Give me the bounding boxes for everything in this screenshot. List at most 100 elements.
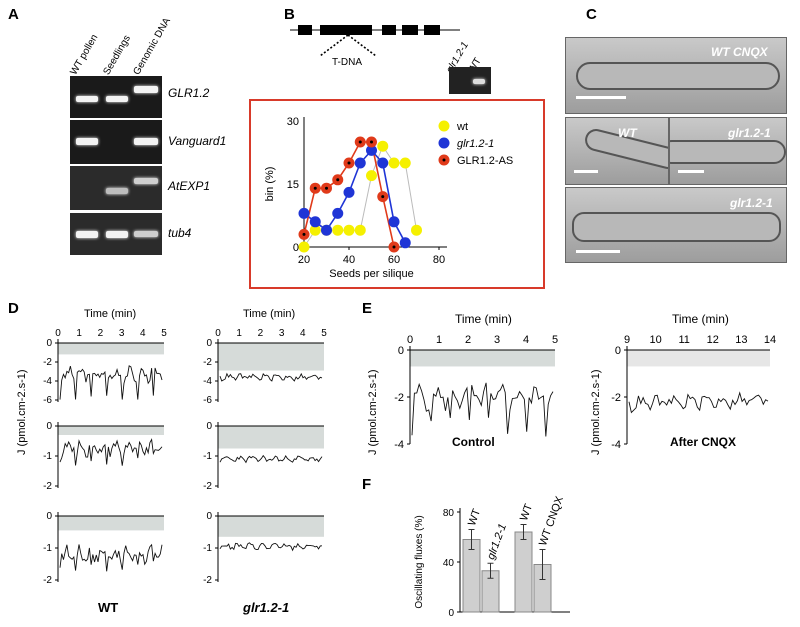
panel-b-letter: B [284, 6, 295, 23]
flux-trace [219, 542, 323, 552]
seeds-per-silique-chart: 20 40 60 80 0 15 30 Seeds per silique bin (%) wt g… [264, 116, 513, 280]
scale-bar [576, 96, 626, 99]
baseline-band [58, 516, 164, 531]
micrograph-wt-cnqx: WT CNQX [565, 37, 787, 114]
panel-d-time-label-wt: Time (min) [84, 308, 137, 320]
y-tick-label: 0 [293, 242, 299, 254]
x-tick-label: 1 [76, 328, 82, 339]
gel-vanguard1 [70, 120, 162, 164]
x-tick-label: 0 [55, 328, 61, 339]
micrograph-label-glr12-1-bottom: glr1.2-1 [730, 196, 773, 210]
exon-5 [424, 25, 440, 35]
x-tick-label: 10 [649, 334, 661, 346]
data-point-center [336, 178, 340, 182]
exon-1 [298, 25, 312, 35]
scale-bar [576, 250, 620, 253]
baseline-band [627, 350, 770, 367]
panel-d-letter: D [8, 300, 19, 317]
gene-label-glr12: GLR1.2 [168, 86, 210, 100]
flux-trace [219, 454, 323, 464]
gel-genotyping [449, 67, 491, 94]
bar-category-label: WT [518, 502, 535, 522]
data-point-wt [309, 224, 321, 236]
micrograph-glr12-1-bottom: glr1.2-1 [565, 187, 787, 263]
x-tick-label: 80 [433, 254, 445, 266]
x-tick-label: 14 [764, 334, 776, 346]
data-point-wt [298, 241, 310, 253]
lane-label-seedlings: Seedlings [101, 33, 133, 77]
y-tick-label: 0 [46, 338, 52, 349]
x-axis-label: Seeds per silique [329, 268, 413, 280]
y-tick-label: -6 [43, 395, 52, 406]
gel-atexp1 [70, 166, 162, 210]
y-tick-label: 80 [443, 508, 455, 519]
flux-trace [59, 543, 163, 572]
gene-structure-diagram [290, 25, 460, 57]
baseline-band [58, 343, 164, 355]
bar-WT [462, 539, 481, 613]
data-point-glr1.2-1 [366, 144, 377, 156]
flux-trace [628, 391, 769, 414]
data-point-wt [343, 224, 355, 236]
legend-marker-center [442, 158, 446, 162]
data-point-center [381, 195, 385, 199]
baseline-band [218, 426, 324, 449]
panel-e-time-label-control: Time (min) [455, 312, 512, 326]
x-tick-label: 3 [279, 328, 285, 339]
tdna-insertion-marker [319, 34, 377, 57]
exon-4 [402, 25, 418, 35]
y-tick-label: -2 [203, 575, 212, 586]
micrograph-label-wt-cnqx: WT CNQX [711, 45, 768, 59]
y-tick-label: 0 [448, 608, 454, 619]
y-tick-label: 30 [287, 116, 299, 128]
y-tick-label: -4 [394, 439, 404, 451]
data-point-glr1.2-1 [298, 207, 310, 219]
baseline-band [218, 516, 324, 537]
x-tick-label: 4 [523, 334, 529, 346]
micrograph-glr12-1-top: glr1.2-1 [669, 117, 787, 185]
y-tick-label: -1 [203, 451, 212, 462]
micrograph-label-glr12-1-top: glr1.2-1 [728, 126, 771, 140]
x-tick-label: 5 [321, 328, 327, 339]
y-tick-label: 0 [46, 511, 52, 522]
legend-label-GLR1.2-AS: GLR1.2-AS [457, 155, 513, 167]
bar-category-label: WT [466, 507, 483, 527]
y-tick-label: 0 [206, 421, 212, 432]
x-tick-label: 5 [552, 334, 558, 346]
y-tick-label: -1 [203, 543, 212, 554]
micrograph-wt: WT [565, 117, 669, 185]
data-point-glr1.2-1 [309, 216, 321, 228]
panel-e-flux-traces: 0 1 2 3 4 50-2-49 10 11 12 13 140-2-4 [394, 334, 776, 451]
y-tick-label: -2 [43, 357, 52, 368]
legend-marker-wt [438, 120, 450, 132]
condition-label-after-cnqx: After CNQX [670, 435, 737, 449]
lane-label-genomic-dna: Genomic DNA [131, 16, 173, 77]
micrograph-label-wt: WT [618, 126, 637, 140]
panel-d-flux-traces: 0 1 2 3 4 5 0 -2 -4 -6 0 -1 -2 0 -1 -2 0 1 2 3 4 5 0 -2 -4 -6 0 -1 -… [43, 328, 327, 586]
x-tick-label: 1 [436, 334, 442, 346]
x-tick-label: 9 [624, 334, 630, 346]
exon-3 [382, 25, 396, 35]
y-tick-label: -2 [43, 481, 52, 492]
y-axis-label: bin (%) [264, 167, 276, 202]
y-tick-label: -2 [394, 392, 404, 404]
x-tick-label: 13 [735, 334, 747, 346]
data-point-glr1.2-1 [377, 157, 389, 169]
data-point-center [302, 232, 306, 236]
data-point-center [392, 245, 396, 249]
scale-bar [678, 170, 704, 173]
baseline-band [58, 426, 164, 435]
y-tick-label: -2 [203, 357, 212, 368]
data-point-center [358, 140, 362, 144]
flux-trace [411, 382, 554, 437]
data-point-center [313, 186, 317, 190]
gel-tub4 [70, 213, 162, 255]
bar-category-label: glr1.2-1 [485, 522, 509, 561]
data-point-glr1.2-1 [399, 237, 411, 249]
x-tick-label: 2 [258, 328, 264, 339]
y-tick-label: 0 [398, 345, 404, 357]
data-point-wt [332, 224, 344, 236]
data-point-glr1.2-1 [343, 186, 355, 198]
baseline-band [218, 343, 324, 371]
y-axis-label: Oscillating fluxes (%) [414, 515, 425, 608]
